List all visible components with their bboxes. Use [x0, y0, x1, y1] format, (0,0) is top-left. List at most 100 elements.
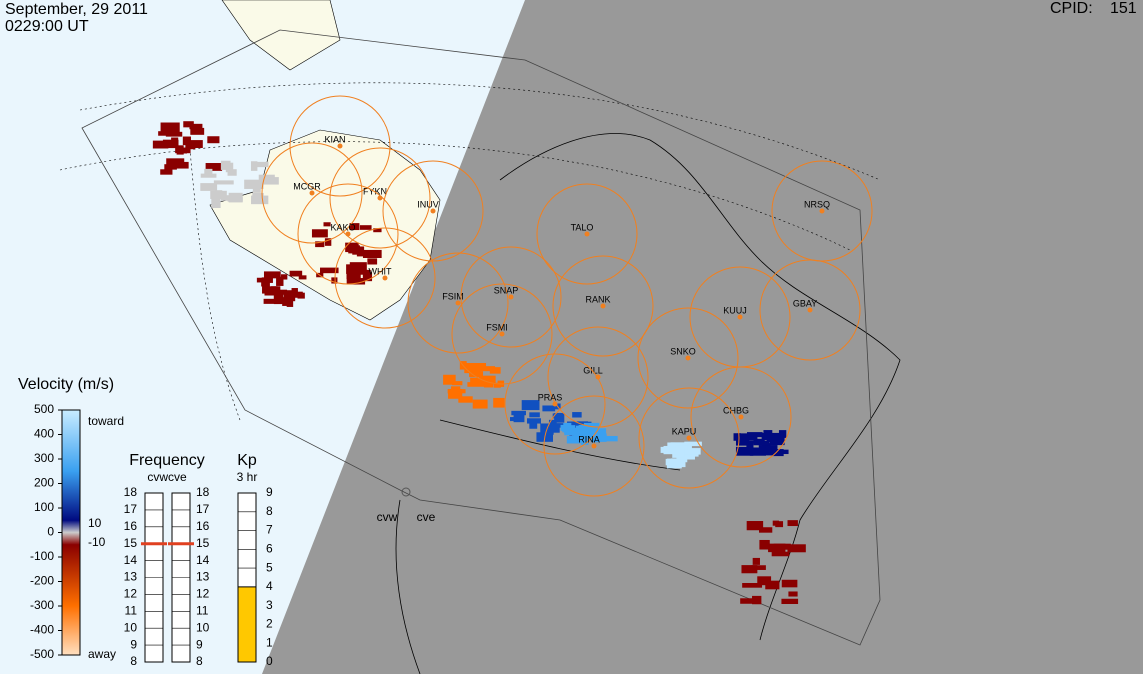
station-range [407, 252, 509, 354]
radar-cell [250, 161, 258, 171]
frequency_scale-tick-label: 10 [196, 620, 210, 634]
radar-cell [352, 269, 371, 275]
radar-cell [346, 278, 366, 285]
kp_scale-tick-label: 7 [266, 523, 273, 537]
radar-cell [577, 434, 594, 439]
radar-cell [200, 183, 218, 191]
radar-cell [324, 238, 332, 246]
kp_scale-tick-label: 8 [266, 504, 273, 518]
radar-cell [521, 400, 540, 411]
station-dot [309, 190, 315, 196]
latitude-lines [59, 82, 881, 421]
radar-cell [746, 432, 763, 438]
radar-cell [315, 241, 325, 248]
radar-cell [754, 599, 761, 605]
radar-cell [735, 436, 749, 446]
station-range [771, 160, 873, 262]
radar-cell [252, 184, 261, 193]
station-range [382, 160, 484, 262]
frequency_scale-tick-label: 15 [196, 536, 210, 550]
radar-cell [676, 458, 686, 468]
radar-cell [298, 275, 307, 280]
radar-cell [775, 521, 784, 528]
radar-cell [563, 422, 572, 429]
station-label: NRSQ [804, 199, 830, 209]
station-dot [552, 401, 558, 407]
station-range [543, 395, 645, 497]
radar-cells [152, 121, 806, 605]
radar-cell [467, 382, 486, 387]
station-label: KUUJ [723, 305, 747, 315]
radar-cell [213, 180, 234, 185]
radar-cell [221, 195, 238, 201]
radar-cell [769, 435, 785, 446]
radar-cell [323, 222, 331, 227]
radar-cell [320, 267, 339, 274]
radar-cell [751, 565, 766, 570]
station-label: GILL [583, 365, 603, 375]
radar-cell [493, 397, 505, 408]
radar-cell [200, 173, 217, 178]
radar-cell [529, 412, 540, 418]
radar-cell [778, 430, 787, 438]
velocity-tick-label: -100 [30, 549, 54, 563]
frequency-subtitle: cvwcve [147, 470, 187, 484]
velocity-title: Velocity (m/s) [18, 376, 114, 393]
frequency_scale-tick-label: 12 [124, 587, 138, 601]
radar-cell [749, 447, 766, 456]
radar-cell [273, 289, 288, 295]
station-label: INUV [417, 199, 439, 209]
station-label: FSMI [486, 322, 508, 332]
station-dot [600, 303, 606, 309]
radar-cell [162, 139, 179, 149]
station-label: FSIM [442, 291, 464, 301]
station-label: TALO [571, 222, 594, 232]
radar-cell [289, 270, 303, 277]
radar-cell [183, 121, 194, 128]
radar-cell [787, 544, 806, 553]
radar-cell [276, 276, 284, 286]
radar-cell [220, 160, 231, 170]
radar-cell [349, 223, 360, 231]
station-range [334, 227, 436, 329]
station-label: KAKO [330, 222, 355, 232]
radar-cell [280, 274, 288, 280]
radar-cell [175, 147, 191, 154]
velocity-tick-label: -200 [30, 574, 54, 588]
station-range [289, 95, 391, 197]
radar-cell [346, 272, 361, 280]
frequency_scale-tick-label: 17 [196, 502, 210, 516]
radar-cell [158, 131, 171, 136]
radar-cell [311, 229, 328, 238]
station-range [637, 307, 739, 409]
radar-cell [189, 123, 203, 130]
frequency_scale-tick-label: 14 [196, 553, 210, 567]
radar-cell [270, 286, 281, 292]
radar-cell [349, 262, 367, 272]
frequency_scale-tick-label: 13 [196, 570, 210, 584]
frequency_scale-tick-label: 8 [130, 654, 137, 668]
radar-cell [757, 576, 772, 586]
radar-cell [510, 417, 523, 422]
radar-cell [771, 551, 790, 557]
coastline [395, 133, 901, 674]
frequency_scale-tick-label: 18 [196, 485, 210, 499]
station-dot [455, 300, 461, 306]
velocity-tick-label: 300 [34, 451, 54, 465]
radar-cell [542, 405, 556, 412]
velocity-tick-label: -400 [30, 623, 54, 637]
velocity-tick-label: 0 [47, 525, 54, 539]
kp-subtitle: 3 hr [237, 470, 258, 484]
radar-cell [253, 161, 269, 168]
radar-cell [746, 521, 764, 531]
radar-cell [591, 433, 601, 443]
radar-cell [452, 381, 463, 386]
station-label: MCGR [293, 181, 321, 191]
frequency_scale-tick-label: 15 [124, 536, 138, 550]
radar-cell [367, 258, 378, 265]
radar-cell [489, 367, 501, 374]
station-range [451, 283, 553, 385]
station-label: WHIT [369, 266, 392, 276]
radar-cell [788, 591, 798, 597]
radar-cell [567, 421, 581, 426]
